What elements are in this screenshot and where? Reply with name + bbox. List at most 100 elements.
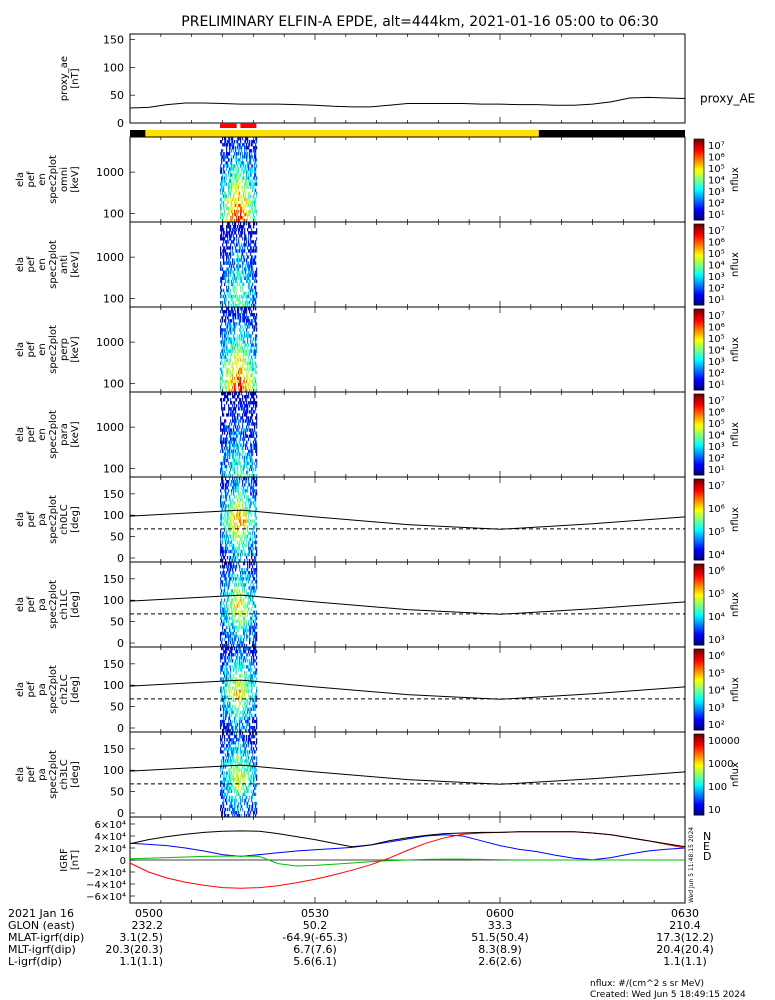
colorbar-swatch [694,679,704,682]
spectrogram-cell [254,683,256,687]
spectrogram-cell [242,228,244,232]
spectrogram-cell [250,273,252,277]
spectrogram-cell [248,595,250,599]
spectrogram-cell [245,140,247,144]
spectrogram-cell [235,416,237,420]
spectrogram-cell [244,303,246,308]
spectrogram-cell [220,461,222,466]
spectrogram-cell [255,713,257,718]
spectrogram-cell [235,461,237,466]
spectrogram-cell [255,650,257,654]
spectrogram-cell [245,413,247,417]
spectrogram-cell [228,780,230,784]
spectrogram-cell [225,671,227,675]
spectrogram-cell [243,489,245,493]
spectrogram-cell [229,218,231,223]
spectrogram-cell [226,583,228,587]
spectrogram-cell [233,619,235,624]
spectrogram-cell [228,637,230,642]
y-axis-label-line: ela [15,427,26,442]
spectrogram-cell [242,215,244,220]
spectrogram-cell [246,310,248,314]
spectrogram-cell [247,416,249,420]
spectrogram-cell [255,555,257,560]
spectrogram-cell [245,619,247,624]
spectrogram-cell [245,431,247,435]
spectrogram-cell [234,689,236,693]
spectrogram-cell [231,319,233,323]
spectrogram-cell [223,346,225,350]
spectrogram-cell [224,695,226,699]
spectrogram-cell [255,431,257,435]
spectrogram-cell [226,413,228,417]
spectrogram-cell [236,677,238,681]
spectrogram-cell [242,592,244,596]
spectrogram-cell [224,574,226,578]
spectrogram-cell [247,215,249,220]
colorbar-frame [693,308,705,391]
spectrogram-cell [248,580,250,584]
spectrogram-cell [247,422,249,426]
spectrogram-cell [234,531,236,535]
spectrogram-cell [234,352,236,356]
spectrogram-cell [243,546,245,551]
spectrogram-cell [223,662,225,666]
spectrogram-cell [250,449,252,454]
spectrogram-cell [223,352,225,356]
spectrogram-cell [226,473,228,478]
spectrogram-cell [220,738,222,742]
spectrogram-cell [233,434,235,438]
spectrogram-cell [220,610,222,614]
colorbar-swatch [694,491,704,494]
spectrogram-ylabel-para: ela pef en spec2plot para [keV] [15,410,81,459]
spectrogram-cell [236,598,238,602]
spectrogram-cell [239,640,241,645]
spectrogram-cell [233,710,235,715]
spectrogram-cell [254,695,256,699]
spectrogram-cell [250,710,252,715]
spectrogram-cell [252,270,254,274]
spectrogram-cell [241,255,243,259]
spectrogram-cell [242,589,244,593]
spectrogram-cell [246,631,248,636]
spectrogram-cell [251,267,253,271]
spectrogram-cell [250,361,252,365]
spectrogram-cell [256,388,258,393]
spectrogram-cell [256,637,258,642]
spectrogram-cell [245,543,247,548]
spectrogram-cell [241,194,243,199]
spectrogram-cell [243,695,245,699]
spectrogram-cell [233,170,235,174]
spectrogram-cell [227,634,229,639]
colorbar-swatch [694,195,704,199]
spectrogram-cell [247,212,249,217]
spectrogram-cell [255,695,257,699]
spectrogram-cell [255,291,257,296]
spectrogram-cell [251,379,253,384]
spectrogram-cell [256,671,258,675]
spectrogram-cell [223,188,225,192]
spectrogram-cell [223,343,225,347]
spectrogram-cell [229,592,231,596]
spectrogram-cell [248,176,250,180]
spectrogram-cell [236,489,238,493]
y-axis-label-line: spec2plot [48,665,59,714]
colorbar-swatch [694,614,704,618]
spectrogram-cell [236,291,238,296]
spectrogram-cell [255,343,257,347]
spectrogram-cell [241,725,243,730]
spectrogram-cell [223,680,225,684]
spectrogram-cell [254,428,256,432]
spectrogram-cell [234,665,236,669]
spectrogram-cell [250,173,252,177]
spectrogram-cell [248,552,250,557]
spectrogram-cell [230,522,232,526]
spectrogram-cell [252,662,254,666]
spectrogram-cell [243,528,245,532]
spectrogram-cell [251,486,253,490]
spectrogram-cell [226,728,228,733]
spectrogram-cell [223,653,225,657]
spectrogram-cell [221,467,223,472]
spectrogram-cell [242,571,244,575]
